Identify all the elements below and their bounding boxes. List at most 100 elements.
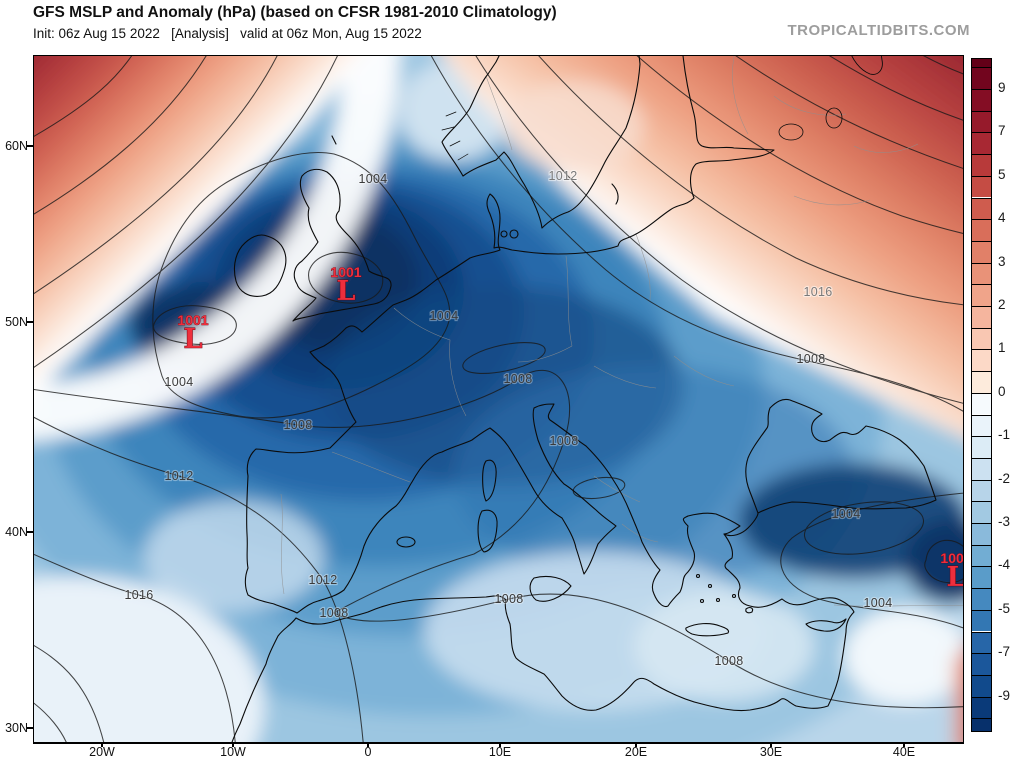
colorbar-separator — [972, 544, 991, 546]
lon-tick-mark — [367, 742, 369, 747]
colorbar-separator — [972, 457, 991, 459]
lon-tick-label: 0 — [364, 745, 372, 757]
island-aegean-3 — [715, 597, 721, 603]
colorbar-segment — [972, 67, 991, 89]
colorbar-separator — [972, 132, 991, 134]
island-zealand — [509, 229, 519, 239]
coastlines-layer — [231, 56, 937, 742]
lon-tick-mark — [101, 742, 103, 747]
lat-tick-label: 60N — [5, 139, 28, 153]
colorbar-segment — [972, 588, 991, 610]
low-pressure-symbol: L — [947, 562, 963, 593]
page-title: GFS MSLP and Anomaly (hPa) (based on CFS… — [33, 4, 557, 21]
isobar-label: 1016 — [803, 285, 832, 299]
colorbar-segment — [972, 544, 991, 567]
island-sicily — [529, 575, 572, 602]
colorbar-tick-label: 2 — [998, 297, 1006, 312]
colorbar-segment — [972, 653, 991, 675]
colorbar-segment — [972, 327, 991, 350]
colorbar-separator — [972, 306, 991, 307]
colorbar-tick-label: -5 — [998, 600, 1011, 616]
colorbar-separator — [972, 588, 991, 590]
colorbar-tick-label: 3 — [998, 253, 1006, 269]
coastline-ireland — [233, 234, 287, 297]
isobar-label: 1008 — [494, 592, 523, 606]
colorbar-separator — [972, 154, 991, 156]
norway-fjord-3 — [449, 140, 461, 147]
colorbar-separator — [972, 327, 991, 329]
colorbar-tick-label: -7 — [998, 644, 1011, 660]
colorbar-separator — [972, 479, 991, 481]
white-sea — [851, 56, 883, 75]
colorbar-segment — [972, 631, 991, 654]
colorbar-separator — [972, 501, 991, 503]
colorbar-separator — [972, 240, 991, 242]
colorbar-segment — [972, 240, 991, 263]
colorbar-separator — [972, 262, 991, 264]
admin-borders-layer — [280, 56, 963, 607]
norway-fjord-2 — [441, 126, 455, 131]
island-shetland — [331, 135, 337, 145]
colorbar-segment — [972, 414, 991, 437]
lon-tick-label: 20E — [624, 745, 648, 757]
low-pressure-value: 1000 — [940, 550, 963, 566]
colorbar-segment — [972, 501, 991, 523]
colorbar-separator — [972, 609, 991, 611]
colorbar-segment — [972, 349, 991, 372]
island-aegean-5 — [699, 598, 705, 604]
low-pressure-markers-layer: 1001L1001L1000L — [177, 264, 963, 594]
colorbar-segment — [972, 566, 991, 589]
colorbar-tick-label: -4 — [998, 557, 1011, 573]
isobar-label: 1008 — [714, 654, 743, 668]
low-pressure-value: 1001 — [330, 264, 361, 280]
colorbar-separator — [972, 566, 991, 568]
colorbar-segment — [972, 59, 991, 68]
isobar-label: 1008 — [549, 434, 578, 448]
colorbar-separator — [972, 67, 991, 69]
colorbar-tick-label: 4 — [998, 210, 1006, 226]
low-pressure-symbol: L — [337, 276, 356, 307]
colorbar-separator — [972, 696, 991, 698]
island-corsica — [482, 459, 497, 502]
norway-fjord-4 — [457, 153, 469, 161]
island-aegean-2 — [707, 583, 713, 589]
colorbar-segment — [972, 197, 991, 220]
colorbar-separator — [972, 392, 991, 394]
colorbar-separator — [972, 414, 991, 416]
colorbar-segment — [972, 219, 991, 241]
init-valid-line: Init: 06z Aug 15 2022 [Analysis] valid a… — [33, 26, 422, 41]
colorbar-separator — [972, 110, 991, 112]
coastline-great-britain — [292, 168, 392, 322]
colorbar-segment — [972, 306, 991, 328]
colorbar-segment — [972, 457, 991, 480]
isobar-label: 1004 — [429, 309, 458, 323]
lon-tick-mark — [499, 742, 501, 747]
isobar-label: 1016 — [124, 588, 153, 602]
low-pressure-symbol: L — [184, 324, 203, 355]
lon-tick-mark — [903, 742, 905, 747]
lat-tick-label: 30N — [5, 721, 28, 735]
lat-tick-mark — [27, 145, 33, 147]
lat-tick-mark — [27, 321, 33, 323]
island-aegean-1 — [695, 573, 701, 579]
lon-tick-mark — [232, 742, 234, 747]
anomaly-shading-layer — [34, 56, 963, 742]
lon-tick-label: 20W — [89, 745, 115, 757]
colorbar-tick-label: 7 — [998, 123, 1006, 139]
isobar-label: 1012 — [308, 573, 337, 587]
isobar-label: 1004 — [164, 375, 193, 389]
norway-fjord-1 — [445, 111, 457, 117]
lon-tick-mark — [635, 742, 637, 747]
colorbar-segment — [972, 392, 991, 415]
colorbar-segment — [972, 284, 991, 306]
colorbar-tick-label: 0 — [998, 383, 1006, 399]
island-cyprus — [805, 618, 847, 632]
colorbar-separator — [972, 523, 991, 524]
isobar-contours-layer — [34, 56, 963, 742]
colorbar-separator — [972, 718, 991, 720]
isobar-label: 1008 — [283, 418, 312, 432]
colorbar-tick-label: -2 — [998, 470, 1011, 486]
colorbar-segment — [972, 718, 991, 731]
colorbar-tick-label: 9 — [998, 80, 1006, 95]
